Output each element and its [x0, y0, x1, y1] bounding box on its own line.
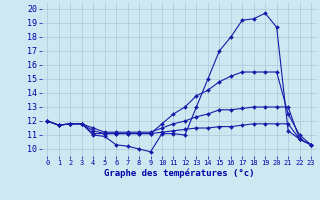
X-axis label: Graphe des températures (°c): Graphe des températures (°c): [104, 169, 254, 178]
